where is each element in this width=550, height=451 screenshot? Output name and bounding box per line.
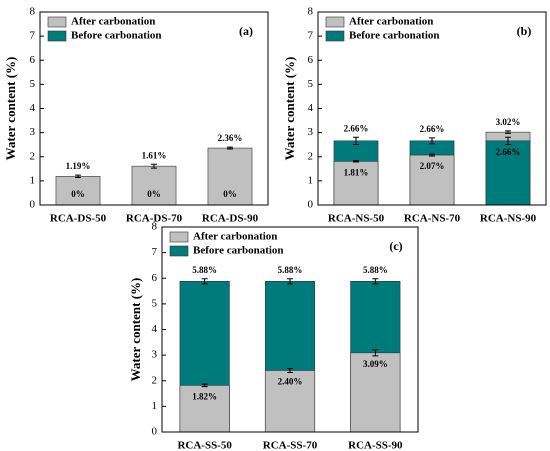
legend-swatch	[325, 30, 345, 42]
error-bar	[372, 278, 379, 285]
value-label: 0%	[71, 189, 85, 199]
error-bar	[353, 136, 359, 145]
y-tick-label: 4	[308, 102, 314, 114]
value-label: 1.61%	[142, 150, 167, 160]
y-tick-label: 0	[30, 199, 36, 211]
panel-label: (b)	[517, 24, 532, 38]
legend-swatch	[169, 245, 189, 257]
y-tick-label: 1	[30, 174, 36, 186]
value-label: 2.07%	[420, 161, 445, 171]
bar	[409, 154, 455, 206]
axes-frame	[317, 11, 547, 206]
legend-label: After carbonation	[193, 231, 277, 243]
y-tick-label: 2	[308, 150, 314, 162]
x-tick-label: RCA-DS-50	[50, 213, 107, 225]
y-tick-label: 4	[30, 102, 36, 114]
x-tick-label: RCA-DS-70	[126, 213, 183, 225]
legend-label: After carbonation	[71, 16, 155, 28]
y-tick-label: 4	[152, 323, 158, 335]
error-bar	[505, 136, 511, 145]
error-bar	[287, 367, 293, 374]
x-tick-label: RCA-SS-90	[348, 440, 403, 451]
value-label: 5.88%	[363, 265, 388, 275]
error-bar	[429, 137, 435, 145]
value-label: 2.40%	[278, 377, 303, 387]
value-label: 3.09%	[363, 359, 388, 369]
value-label: 0%	[147, 189, 161, 199]
error-bar	[227, 146, 233, 150]
y-tick-label: 7	[152, 246, 158, 258]
y-tick-label: 5	[308, 78, 314, 90]
y-axis-label: Water content (%)	[282, 57, 297, 161]
value-label: 0%	[223, 189, 237, 199]
error-bar	[75, 174, 81, 178]
value-label: 5.88%	[192, 265, 217, 275]
y-tick-label: 5	[152, 297, 158, 309]
y-axis-label: Water content (%)	[128, 278, 143, 382]
legend-label: Before carbonation	[193, 245, 284, 257]
x-tick-label: RCA-DS-90	[202, 213, 259, 225]
value-label: 2.66%	[420, 124, 445, 134]
y-tick-label: 7	[30, 30, 36, 42]
y-tick-label: 6	[30, 54, 36, 66]
y-tick-label: 1	[308, 174, 314, 186]
bar	[485, 140, 531, 206]
x-tick-label: RCA-NS-50	[328, 213, 385, 225]
legend-swatch	[47, 16, 67, 28]
legend-swatch	[47, 30, 67, 42]
error-bar	[201, 278, 208, 285]
error-bar	[505, 130, 511, 134]
value-label: 1.81%	[344, 167, 369, 177]
x-tick-label: RCA-SS-70	[263, 440, 318, 451]
error-bar	[372, 349, 379, 357]
value-label: 2.66%	[496, 147, 521, 157]
bar	[131, 165, 177, 206]
bar	[55, 175, 101, 206]
y-tick-label: 6	[308, 54, 314, 66]
y-tick-label: 3	[308, 126, 314, 138]
bar	[333, 161, 379, 206]
legend-label: After carbonation	[349, 16, 433, 28]
value-label: 1.19%	[66, 161, 91, 171]
value-label: 2.36%	[218, 133, 243, 143]
error-bar	[287, 278, 293, 285]
bar	[207, 147, 253, 206]
error-bar	[151, 163, 157, 169]
x-tick-label: RCA-NS-90	[480, 213, 537, 225]
y-tick-label: 3	[152, 349, 158, 361]
y-tick-label: 0	[308, 199, 314, 211]
y-tick-label: 1	[152, 400, 158, 412]
y-tick-label: 0	[152, 426, 158, 438]
legend-swatch	[169, 231, 189, 243]
axes-frame	[161, 226, 419, 433]
value-label: 1.82%	[192, 391, 217, 401]
legend-swatch	[325, 16, 345, 28]
panel-label: (a)	[239, 24, 253, 38]
value-label: 3.02%	[496, 117, 521, 127]
y-tick-label: 8	[30, 6, 36, 18]
value-label: 2.66%	[344, 123, 369, 133]
y-tick-label: 5	[30, 78, 36, 90]
axes-frame	[39, 11, 269, 206]
y-tick-label: 2	[30, 150, 36, 162]
error-bar	[201, 383, 208, 388]
legend-label: Before carbonation	[71, 30, 162, 42]
y-tick-label: 3	[30, 126, 36, 138]
x-tick-label: RCA-NS-70	[404, 213, 461, 225]
error-bar	[353, 160, 359, 163]
x-tick-label: RCA-SS-50	[177, 440, 232, 451]
y-tick-label: 6	[152, 272, 158, 284]
error-bar	[429, 153, 435, 157]
legend-label: Before carbonation	[349, 30, 440, 42]
y-tick-label: 8	[308, 6, 314, 18]
panel-label: (c)	[389, 239, 402, 253]
y-tick-label: 8	[152, 221, 158, 233]
value-label: 5.88%	[278, 265, 303, 275]
y-tick-label: 7	[308, 30, 314, 42]
y-axis-label: Water content (%)	[3, 57, 18, 161]
y-tick-label: 2	[152, 374, 158, 386]
